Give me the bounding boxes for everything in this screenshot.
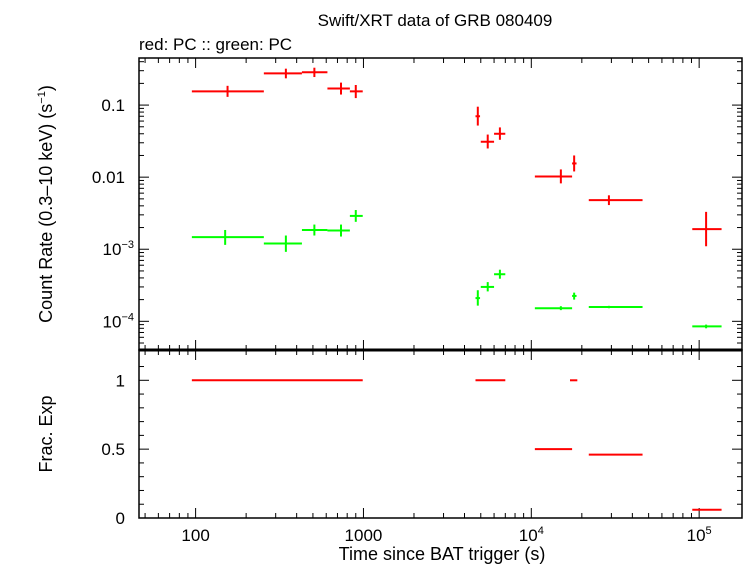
top-y-axis-label: Count Rate (0.3–10 keV) (s−1) [36,85,56,323]
top-y-axis-label-main: Count Rate (0.3–10 keV) (s [36,104,56,323]
bottom-y-tick-label: 0.5 [101,440,125,459]
x-tick-label: 100 [181,526,209,545]
top-y-tick-label: 10−3 [103,239,134,259]
x-tick-label: 104 [519,525,544,545]
top-y-tick-label: 0.1 [101,96,125,115]
x-axis-label: Time since BAT trigger (s) [339,544,546,564]
bottom-y-tick-label: 0 [116,509,125,528]
bottom-y-tick-label: 1 [116,371,125,390]
bottom-panel-frame [138,349,743,519]
x-tick-label: 1000 [345,526,383,545]
chart-subtitle: red: PC :: green: PC [139,35,292,54]
top-y-axis-label-sup: −1 [36,91,48,104]
top-panel-frame [138,57,743,351]
x-tick-label: 105 [687,525,712,545]
top-y-tick-label: 0.01 [92,168,125,187]
top-y-axis-label-end: ) [36,85,56,91]
top-y-tick-label: 10−4 [103,311,134,331]
chart-title: Swift/XRT data of GRB 080409 [318,11,553,30]
bottom-y-axis-label: Frac. Exp [36,395,56,472]
